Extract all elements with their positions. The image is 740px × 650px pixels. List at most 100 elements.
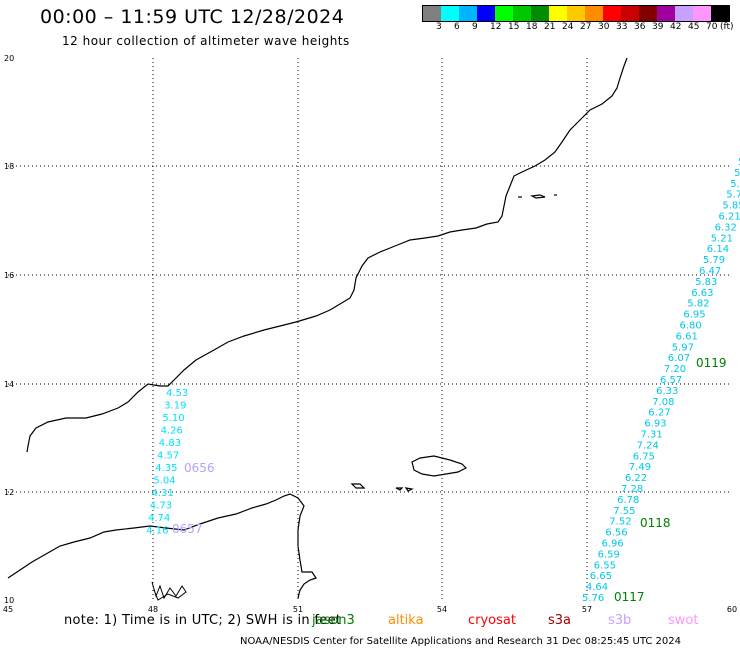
legend-label: 15 (508, 22, 520, 32)
swh-value: 4.74 (148, 513, 170, 524)
swh-value: 7.28 (621, 484, 643, 495)
swh-value: 6.65 (590, 571, 612, 582)
pass-time-label: 0657 (172, 522, 203, 536)
swh-value: 5.97 (672, 342, 694, 353)
swh-value: 7.31 (641, 430, 663, 441)
swh-value: 6.78 (617, 495, 639, 506)
lon-tick-label: 48 (148, 605, 158, 614)
swh-value: 5. (738, 157, 740, 168)
swh-value: 6.47 (699, 266, 721, 277)
swh-value: 4.64 (586, 582, 608, 593)
legend-label: 39 (652, 22, 664, 32)
lon-tick-label: 51 (293, 605, 303, 614)
swh-value: 5.76 (582, 593, 604, 604)
satellite-name: s3b (608, 613, 632, 628)
swh-value: 5.79 (703, 255, 725, 266)
swh-value: 7.08 (652, 397, 674, 408)
satellite-name: altika (388, 613, 424, 628)
swh-value: 7.49 (629, 462, 651, 473)
legend-label: 21 (544, 22, 556, 32)
swh-value: 7.20 (664, 364, 686, 375)
legend-label: 3 (436, 22, 442, 32)
legend-swatch (711, 6, 729, 21)
swh-value: 4.35 (155, 463, 177, 474)
swh-value: 6.95 (683, 310, 705, 321)
legend-swatch (531, 6, 549, 21)
lon-tick-label: 45 (3, 605, 13, 614)
swh-value: 4.57 (157, 451, 179, 462)
islet (395, 487, 404, 491)
legend-swatch (675, 6, 693, 21)
swh-value: 6.75 (633, 451, 655, 462)
legend-swatch (639, 6, 657, 21)
somalia-coastline (7, 493, 317, 599)
legend-swatch (603, 6, 621, 21)
legend-label: 6 (454, 22, 460, 32)
legend-label: (ft) (720, 22, 734, 32)
swh-value: 6.59 (598, 549, 620, 560)
swh-value: 5.21 (711, 233, 733, 244)
swh-value: 5.82 (687, 299, 709, 310)
legend-swatch (513, 6, 531, 21)
altimeter-tracks: 4.53 3.195.10 4.264.83 4.574.35 5.044.31 4.73… (146, 157, 740, 604)
swh-value: 5.37 (730, 179, 740, 190)
arabian-coastline (26, 57, 628, 453)
islet (529, 194, 546, 199)
swh-value: 6.27 (648, 408, 670, 419)
swh-value: 4.26 (161, 426, 183, 437)
legend-swatch (441, 6, 459, 21)
swh-value: 6.63 (691, 288, 713, 299)
legend-label: 42 (670, 22, 682, 32)
lon-tick-label: 57 (582, 605, 592, 614)
legend-swatch (567, 6, 585, 21)
lat-tick-label: 14 (4, 380, 14, 389)
swh-value: 4.83 (159, 438, 181, 449)
swh-value: 5.85 (722, 201, 740, 212)
swh-value: 6.33 (656, 386, 678, 397)
legend-swatch (477, 6, 495, 21)
swh-value: 7.52 (609, 517, 631, 528)
swh-value: 6.80 (680, 321, 702, 332)
legend-label: 30 (598, 22, 610, 32)
swh-value: 6.61 (676, 331, 698, 342)
swh-value: 5.76 (726, 190, 740, 201)
legend-swatch (459, 6, 477, 21)
satellite-name: s3a (548, 613, 572, 628)
swh-value: 6.21 (719, 212, 740, 223)
swh-value: 3.19 (164, 401, 186, 412)
coastline (7, 57, 628, 601)
lat-lon-grid: 45 48 51 54 57 60 20 18 16 14 12 10 (3, 54, 737, 614)
lat-tick-label: 16 (4, 271, 14, 280)
satellite-name: jason3 (312, 613, 355, 628)
swh-value: 6.32 (715, 222, 737, 233)
pass-time-label: 0656 (184, 461, 215, 475)
swh-value: 7.55 (613, 506, 635, 517)
legend-swatch (495, 6, 513, 21)
legend-label: 9 (472, 22, 478, 32)
satellite-name: cryosat (468, 613, 516, 628)
land-scribble (151, 581, 187, 601)
pass-labels: 0656 0657 0119 0118 0117 (172, 356, 727, 604)
swh-value: 4.31 (152, 488, 174, 499)
color-legend (422, 5, 730, 22)
lat-tick-label: 10 (4, 596, 14, 605)
socotra-island (411, 455, 468, 477)
map-subtitle: 12 hour collection of altimeter wave hei… (62, 34, 350, 48)
swh-value: 4.73 (150, 501, 172, 512)
swh-value: 6.22 (625, 473, 647, 484)
swh-value: 6.07 (668, 353, 690, 364)
swh-value: 7.24 (637, 440, 659, 451)
swh-value: 6.93 (644, 419, 666, 430)
legend-label: 36 (634, 22, 646, 32)
swh-value: 4.53 (166, 388, 188, 399)
lon-tick-label: 60 (727, 605, 737, 614)
legend-swatch (621, 6, 639, 21)
map-title: 00:00 – 11:59 UTC 12/28/2024 (40, 6, 345, 28)
legend-label: 45 (688, 22, 700, 32)
islet (350, 483, 366, 489)
swh-value: 5.04 (153, 476, 175, 487)
legend-label: 12 (490, 22, 502, 32)
islet (404, 487, 414, 492)
legend-label: 24 (562, 22, 574, 32)
